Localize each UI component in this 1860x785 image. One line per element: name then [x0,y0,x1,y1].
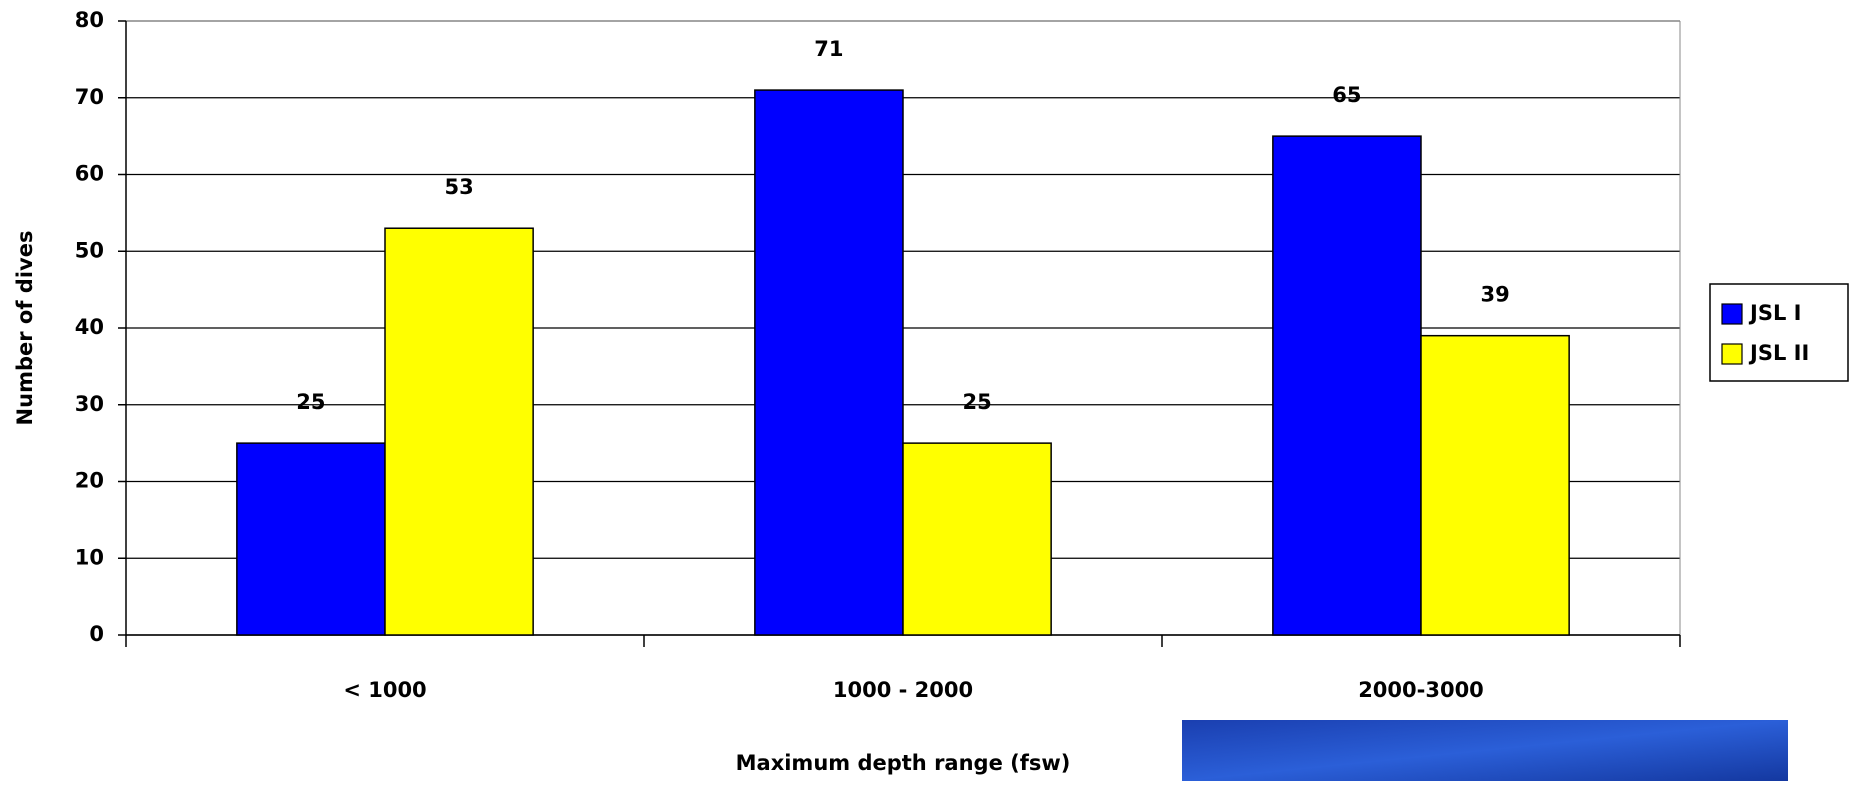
bar [1272,135,1422,636]
x-axis-label: Maximum depth range (fsw) [736,751,1071,775]
bar [754,89,904,636]
data-label: 65 [1332,83,1361,107]
bar [384,227,534,636]
data-label: 25 [962,390,991,414]
data-label: 53 [444,175,473,199]
data-label: 39 [1480,283,1509,307]
y-tick-label: 20 [75,469,104,493]
x-tick-label: < 1000 [343,678,426,702]
x-tick-label: 2000-3000 [1358,678,1484,702]
legend-box [1709,283,1849,382]
data-label: 25 [296,390,325,414]
bar [236,442,386,636]
y-tick-label: 70 [75,85,104,109]
bar [1420,334,1570,636]
bar [902,442,1052,636]
y-tick-label: 60 [75,162,104,186]
data-label: 71 [814,37,843,61]
y-tick-label: 80 [75,8,104,32]
y-tick-label: 40 [75,315,104,339]
legend-label: JSL II [1748,341,1809,365]
legend-swatch [1721,343,1743,365]
y-axis-label: Number of dives [13,231,37,426]
x-tick-label: 1000 - 2000 [833,678,973,702]
y-tick-label: 30 [75,392,104,416]
legend-label: JSL I [1748,301,1801,325]
legend-swatch [1721,303,1743,325]
y-tick-label: 0 [89,622,104,646]
y-tick-label: 50 [75,238,104,262]
y-tick-label: 10 [75,545,104,569]
photo [1182,720,1788,781]
